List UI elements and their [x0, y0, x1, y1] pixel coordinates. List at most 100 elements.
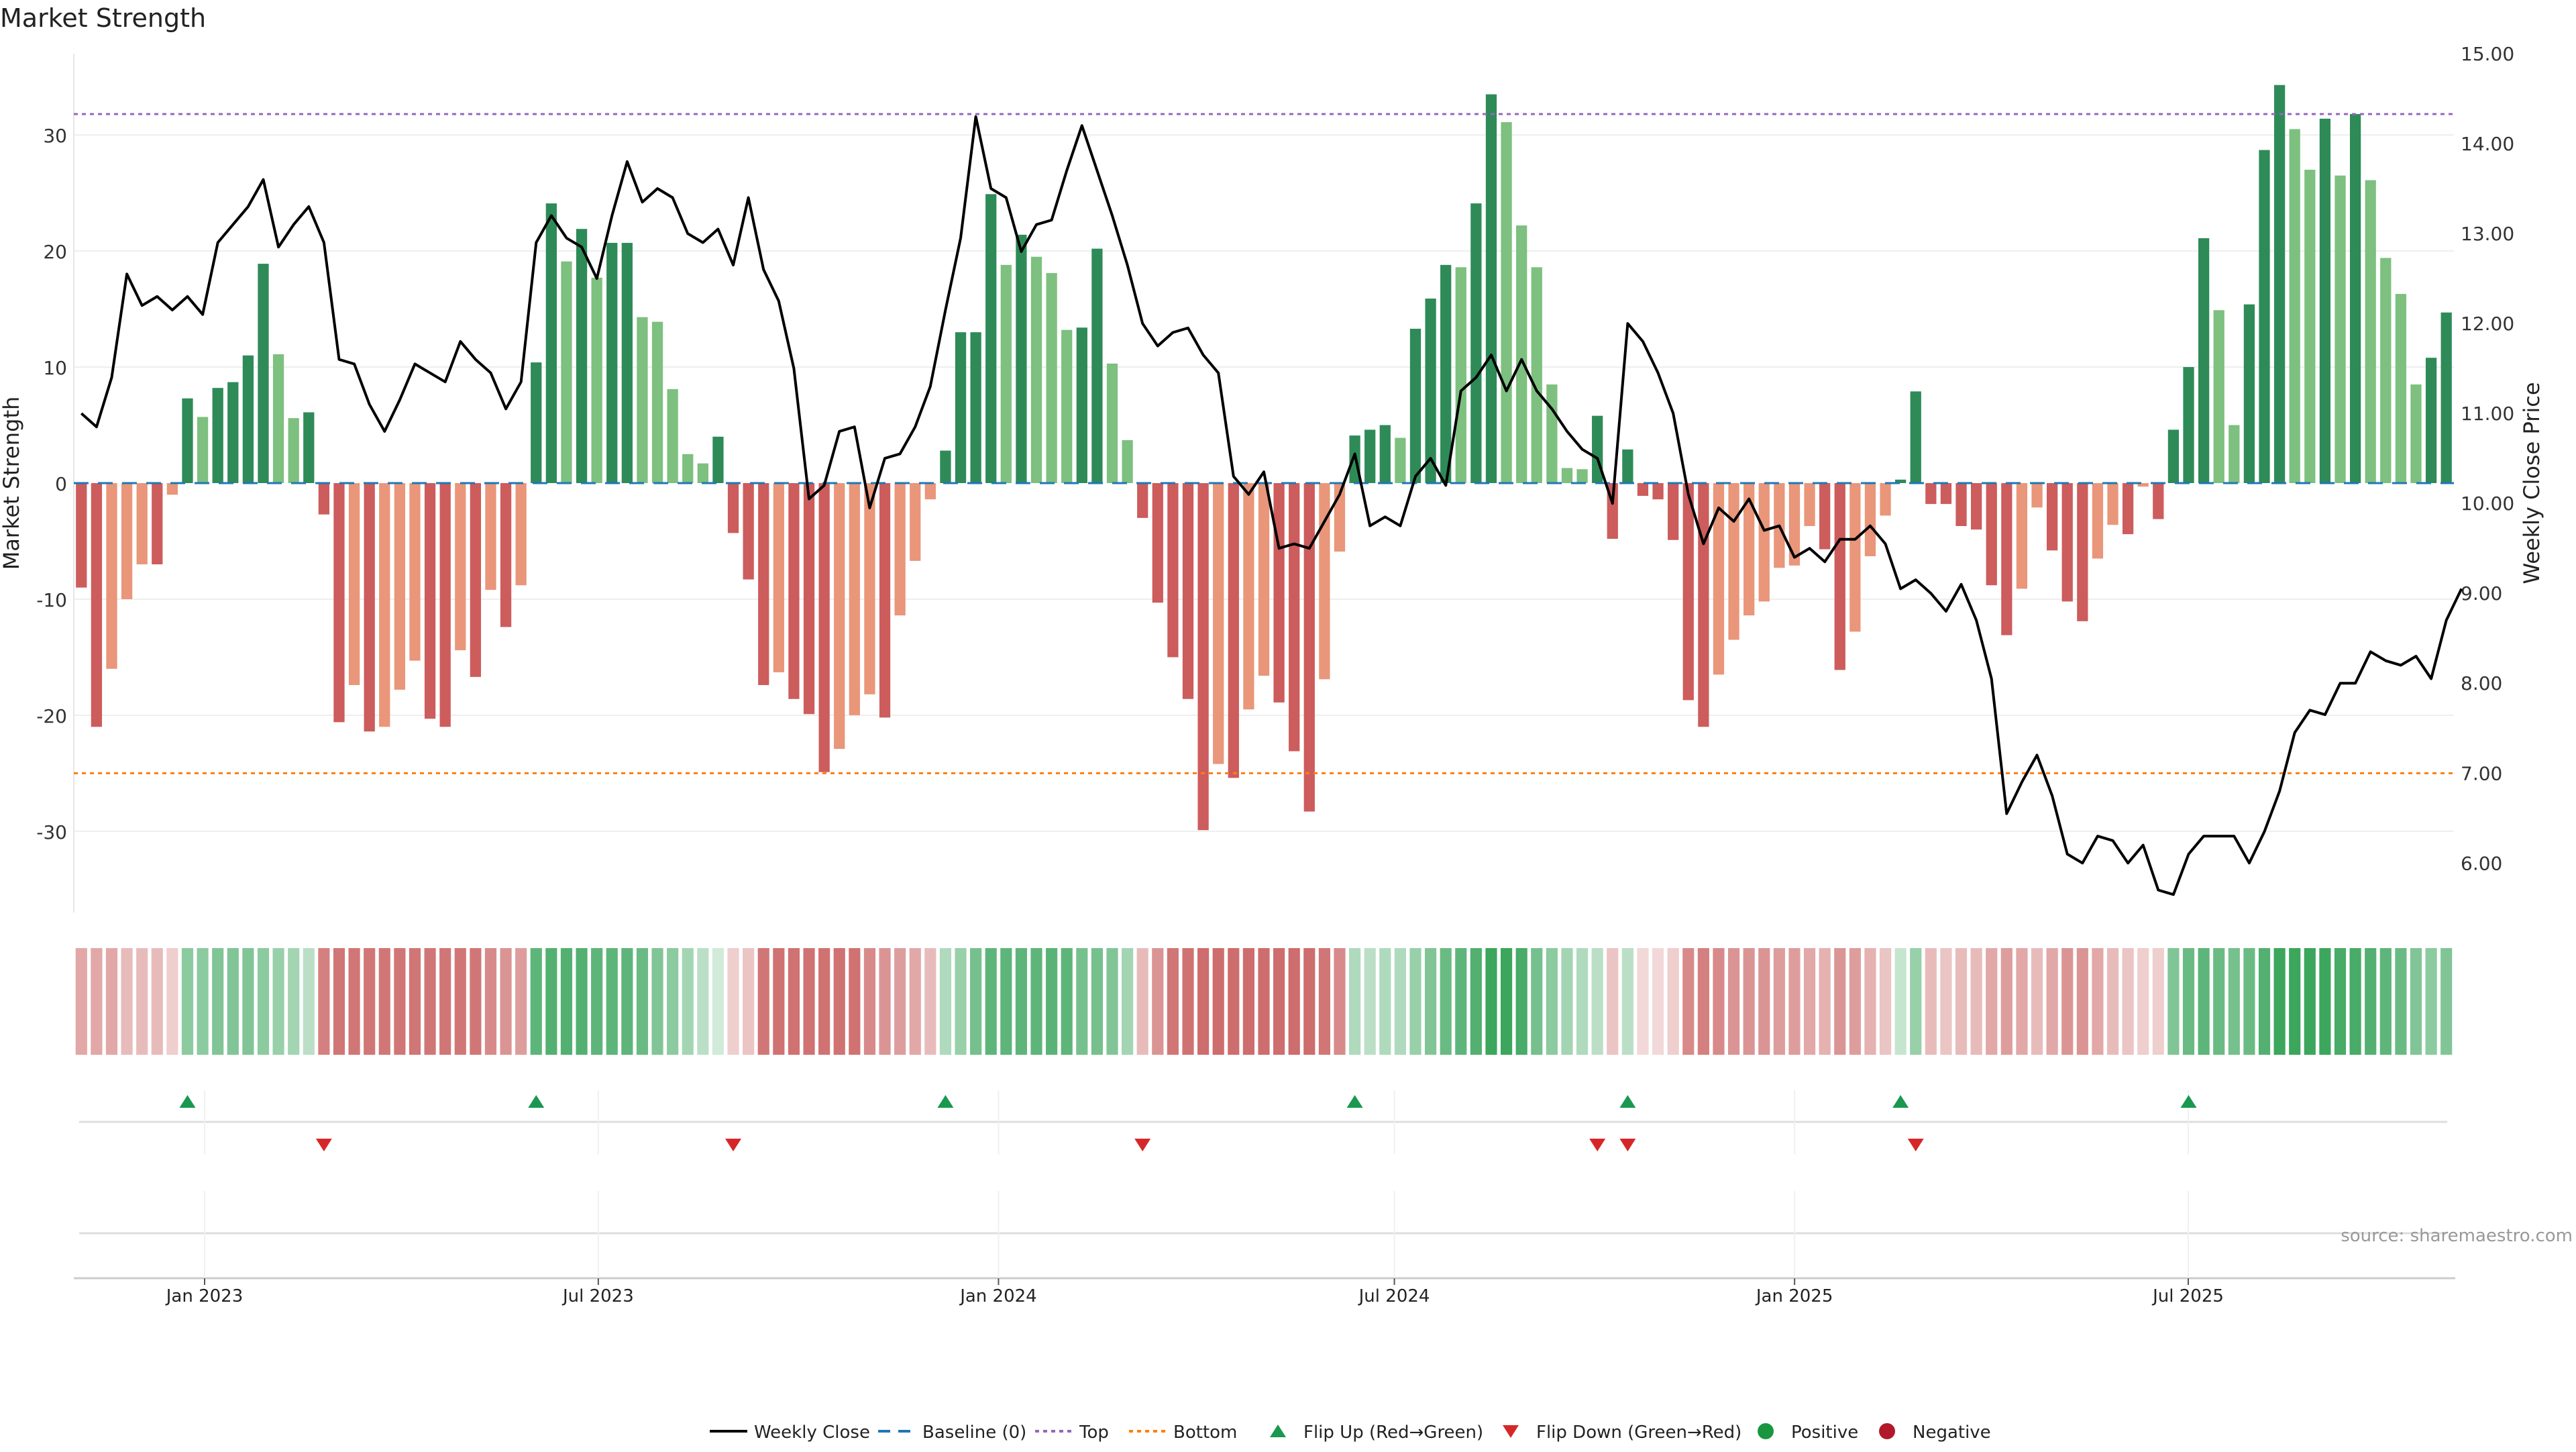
strength-bar	[470, 483, 482, 677]
strength-bar	[1986, 483, 1997, 586]
strength-bar	[409, 483, 421, 661]
strength-bar	[1182, 483, 1194, 699]
heatmap-cell	[1409, 948, 1421, 1055]
heatmap-cell	[2273, 948, 2286, 1055]
strength-bar	[1910, 391, 1921, 483]
y-tick-label-left: 30	[43, 125, 67, 147]
strength-bar	[788, 483, 800, 699]
heatmap-cell	[1440, 948, 1452, 1055]
flip-up-marker	[2180, 1095, 2197, 1108]
heatmap-cell	[773, 948, 785, 1055]
heatmap-cell	[1485, 948, 1497, 1055]
heatmap-cell	[1212, 948, 1224, 1055]
heatmap-cell	[1061, 948, 1073, 1055]
heatmap-cell	[424, 948, 436, 1055]
heatmap-cell	[1334, 948, 1346, 1055]
strength-bar	[1880, 483, 1891, 516]
strength-bar	[1289, 483, 1300, 751]
heatmap-cell	[1182, 948, 1194, 1055]
heatmap-cell	[1607, 948, 1619, 1055]
strength-bar	[2137, 483, 2149, 487]
heatmap-cell	[303, 948, 315, 1055]
strength-bar	[1046, 272, 1057, 483]
strength-bar	[2092, 483, 2104, 559]
strength-bar	[2153, 483, 2164, 519]
strength-bar	[561, 261, 572, 483]
legend-baseline-label: Baseline (0)	[922, 1422, 1026, 1443]
heatmap-cell	[2349, 948, 2361, 1055]
flip-up-marker	[1346, 1095, 1363, 1108]
strength-bar	[1713, 483, 1725, 675]
strength-bar	[1061, 329, 1073, 483]
heatmap-cell	[1637, 948, 1649, 1055]
legend-negative-swatch	[1879, 1423, 1895, 1439]
heatmap-cell	[1106, 948, 1118, 1055]
strength-bar	[1682, 483, 1694, 701]
heatmap-cell	[1046, 948, 1058, 1055]
heatmap-cell	[1015, 948, 1028, 1055]
strength-bar	[849, 483, 860, 715]
heatmap-cell	[2000, 948, 2012, 1055]
heatmap-cell	[1621, 948, 1633, 1055]
strength-bar	[2273, 85, 2286, 484]
heatmap-cell	[2182, 948, 2195, 1055]
strength-bar	[621, 242, 633, 483]
strength-bar	[1122, 440, 1133, 483]
heatmap-cell	[985, 948, 997, 1055]
heatmap-cell	[667, 948, 679, 1055]
heatmap-cell	[2258, 948, 2271, 1055]
strength-bar	[212, 388, 223, 483]
heatmap-cell	[1318, 948, 1330, 1055]
heatmap-cell	[2334, 948, 2347, 1055]
heatmap-cell	[2076, 948, 2088, 1055]
strength-bar	[910, 483, 921, 561]
heatmap-cell	[2228, 948, 2240, 1055]
heatmap-cell	[2304, 948, 2316, 1055]
strength-bar	[2334, 175, 2346, 483]
strength-bar	[121, 483, 133, 599]
heatmap-cell	[1531, 948, 1543, 1055]
strength-bar	[485, 483, 496, 590]
heatmap-cell	[1228, 948, 1240, 1055]
heatmap-cell	[136, 948, 148, 1055]
heatmap-cell	[257, 948, 270, 1055]
heatmap-cell	[242, 948, 254, 1055]
heatmap-cell	[2031, 948, 2043, 1055]
heatmap-cell	[545, 948, 557, 1055]
strength-bar	[1470, 203, 1482, 483]
strength-bar	[394, 483, 406, 690]
heatmap-cell	[1470, 948, 1482, 1055]
strength-bar	[1303, 483, 1315, 812]
heatmap-cell	[1894, 948, 1907, 1055]
heatmap-cell	[2440, 948, 2453, 1055]
y-tick-label-right: 12.00	[2461, 313, 2514, 335]
strength-bar	[2198, 238, 2210, 483]
heatmap-cell	[2167, 948, 2180, 1055]
y-tick-label-left: -10	[36, 589, 67, 611]
heatmap-cell	[1986, 948, 1998, 1055]
strength-bar	[439, 483, 451, 727]
strength-bar	[1804, 483, 1815, 526]
strength-bar	[697, 463, 708, 483]
strength-bar	[1546, 384, 1558, 483]
heatmap-cell	[1788, 948, 1801, 1055]
strength-bar	[2425, 358, 2437, 483]
heatmap-cell	[1122, 948, 1134, 1055]
strength-bar	[727, 483, 739, 533]
heatmap-cell	[1697, 948, 1709, 1055]
heatmap-cell	[409, 948, 421, 1055]
y-tick-label-left: 10	[43, 357, 67, 379]
strength-bar	[1016, 234, 1027, 483]
heatmap-cell	[909, 948, 921, 1055]
legend-bottom-label: Bottom	[1173, 1422, 1237, 1443]
strength-bar	[834, 483, 845, 749]
strength-bar	[894, 483, 906, 616]
heatmap-cell	[318, 948, 330, 1055]
y-tick-label-right: 14.00	[2461, 133, 2514, 155]
heatmap-cell	[879, 948, 891, 1055]
strength-bar	[424, 483, 436, 719]
strength-bar	[2349, 113, 2361, 484]
x-tick-label: Jan 2023	[165, 1286, 244, 1306]
heatmap-cell	[1424, 948, 1437, 1055]
strength-bar	[258, 264, 269, 483]
